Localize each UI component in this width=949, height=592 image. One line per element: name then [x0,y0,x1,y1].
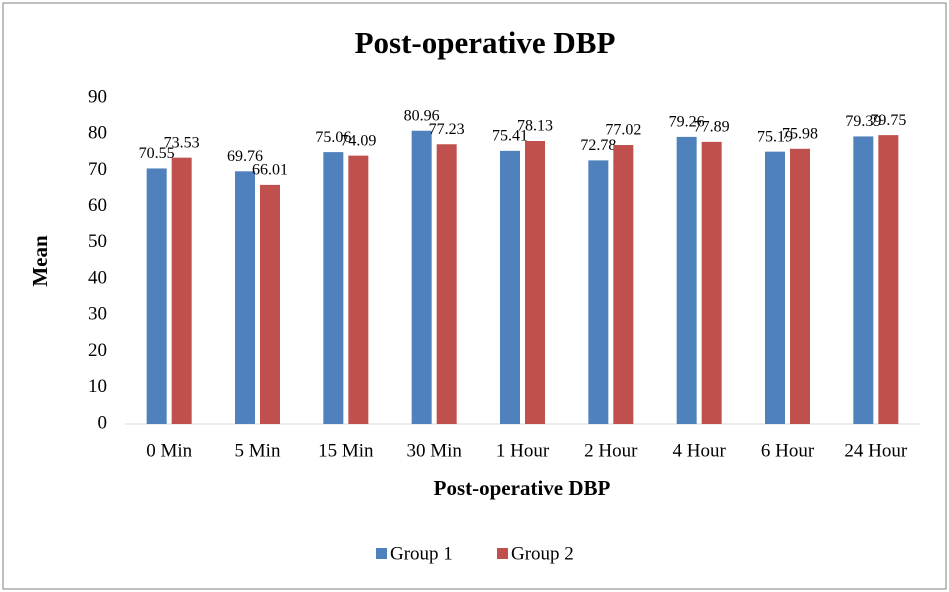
bar [348,155,369,424]
data-label: 78.13 [517,118,553,135]
data-label: 75.98 [782,125,818,142]
data-label: 73.53 [164,134,200,151]
x-tick-label: 24 Hour [844,440,907,461]
x-tick-label: 0 Min [146,440,192,461]
x-tick-label: 5 Min [235,440,281,461]
bar [146,168,167,424]
y-tick-label: 0 [98,412,108,433]
data-label: 72.78 [580,137,616,154]
data-label: 79.39 [845,113,881,130]
bar [853,136,874,425]
x-axis-title: Post-operative DBP [434,476,611,500]
bar [878,135,899,424]
bar [411,130,432,425]
bar [588,160,609,424]
y-tick-label: 20 [88,340,107,361]
data-label: 75.41 [492,128,528,145]
data-label: 69.76 [227,148,263,165]
bar [323,152,344,424]
y-axis-title: Mean [28,235,52,287]
y-tick-label: 10 [88,376,107,397]
legend-swatch [376,548,387,559]
bar [613,145,634,424]
x-tick-label: 30 Min [406,440,462,461]
data-label: 77.02 [605,122,641,139]
bar [790,148,810,424]
bar [765,151,785,424]
x-tick-label: 6 Hour [761,440,815,461]
x-tick-label: 1 Hour [496,440,550,461]
data-label: 70.55 [139,145,175,162]
data-label: 77.89 [694,119,730,136]
data-label: 66.01 [252,162,288,179]
data-label: 79.26 [669,114,705,131]
bar [525,140,545,424]
legend-swatch [497,548,508,559]
y-tick-label: 50 [88,231,107,252]
data-label: 75.19 [757,128,793,145]
y-tick-label: 90 [88,86,107,107]
data-label: 80.96 [404,107,440,124]
bar [171,157,192,424]
y-tick-label: 60 [88,195,107,216]
bar [701,141,722,424]
legend-label: Group 2 [511,543,574,564]
legend-label: Group 1 [390,543,453,564]
x-tick-label: 15 Min [318,440,374,461]
bar [260,184,280,424]
y-tick-label: 70 [88,159,107,180]
bar [676,136,697,425]
data-label: 75.06 [315,129,351,146]
chart-title: Post-operative DBP [355,25,616,60]
data-label: 79.75 [870,112,906,129]
bar [436,144,457,424]
y-tick-label: 80 [88,123,107,144]
data-label: 77.23 [429,121,465,138]
bar [235,171,255,424]
x-tick-label: 2 Hour [584,440,638,461]
y-tick-label: 30 [88,304,107,325]
x-tick-label: 4 Hour [673,440,727,461]
bar [500,150,520,425]
data-label: 74.09 [340,132,376,149]
y-tick-label: 40 [88,267,107,288]
